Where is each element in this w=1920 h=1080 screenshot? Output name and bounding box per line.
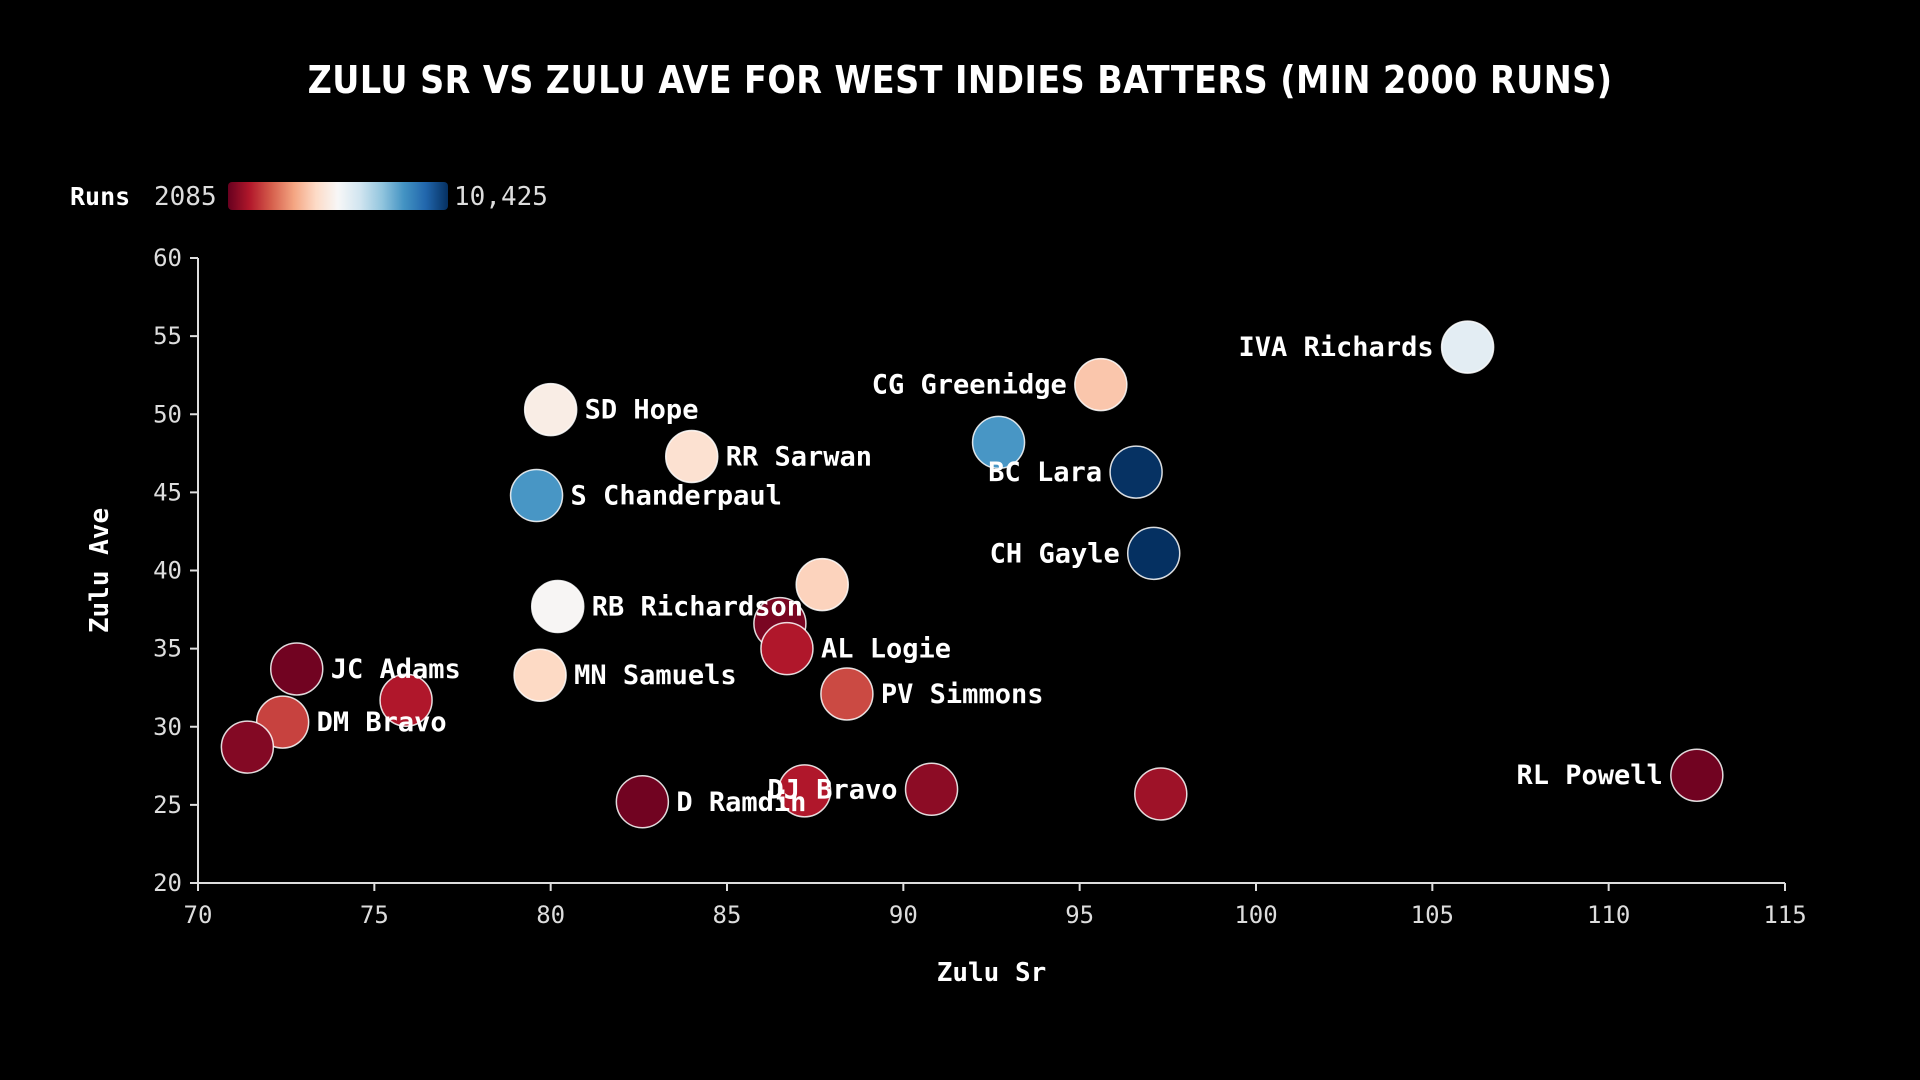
x-tick-label: 90	[889, 901, 918, 929]
point-labels: IVA Richards CG Greenidge SD Hope RR Sarwan…	[317, 332, 1663, 818]
point-label-bc-lara: BC Lara	[988, 457, 1102, 488]
x-tick-label: 100	[1234, 901, 1277, 929]
point-dj-bravo	[904, 762, 959, 816]
point-label-al-logie: AL Logie	[821, 634, 951, 665]
y-tick-label: 35	[153, 635, 182, 663]
x-tick-label: 70	[184, 901, 213, 929]
point-cg-greenidge	[1074, 357, 1128, 412]
legend-color-bar	[228, 182, 448, 210]
point-label-dj-bravo: DJ Bravo	[767, 774, 897, 805]
point-label-sd-hope: SD Hope	[585, 395, 699, 426]
point-ch-gayle	[1126, 526, 1181, 581]
point-unlabeled-7	[777, 764, 832, 818]
x-axis-ticks: 70 75 80 85 90 95 100 105 110 115	[184, 883, 1807, 929]
y-tick-label: 55	[153, 322, 182, 350]
legend-min-label: 2085	[154, 182, 217, 212]
x-tick-label: 95	[1065, 901, 1094, 929]
y-axis-title: Zulu Ave	[85, 508, 115, 633]
point-sd-hope	[523, 382, 578, 437]
y-tick-label: 25	[153, 791, 182, 819]
x-tick-label: 85	[713, 901, 742, 929]
point-unlabeled-2	[795, 557, 849, 612]
y-tick-label: 30	[153, 713, 182, 741]
color-legend: Runs 2085 10,425	[70, 182, 548, 212]
point-unlabeled-1	[971, 415, 1026, 470]
y-tick-label: 40	[153, 557, 182, 585]
point-rb-richardson	[530, 579, 585, 634]
y-tick-label: 45	[153, 478, 182, 506]
x-tick-label: 105	[1411, 901, 1454, 929]
point-label-mn-samuels: MN Samuels	[574, 660, 737, 691]
point-label-s-chanderpaul: S Chanderpaul	[571, 481, 782, 512]
x-tick-label: 110	[1587, 901, 1630, 929]
point-label-dm-bravo: DM Bravo	[317, 707, 447, 738]
point-label-jc-adams: JC Adams	[331, 654, 461, 685]
point-label-pv-simmons: PV Simmons	[881, 679, 1044, 710]
point-unlabeled-4	[379, 673, 433, 727]
x-tick-label: 80	[536, 901, 565, 929]
point-unlabeled-6	[1134, 767, 1188, 821]
y-tick-label: 60	[153, 244, 182, 272]
axes: 70 75 80 85 90 95 100 105 110 115 20 25 30 35 40 45 50 5…	[85, 244, 1807, 988]
x-tick-label: 115	[1763, 901, 1806, 929]
point-label-d-ramdin: D Ramdin	[676, 787, 806, 818]
y-tick-label: 50	[153, 400, 182, 428]
data-points	[220, 320, 1724, 829]
x-axis-title: Zulu Sr	[937, 958, 1047, 988]
point-jc-adams	[269, 642, 324, 696]
point-al-logie	[760, 621, 814, 676]
point-label-rr-sarwan: RR Sarwan	[726, 441, 872, 472]
point-unlabeled-5	[220, 720, 275, 774]
y-axis-ticks: 20 25 30 35 40 45 50 55 60	[153, 244, 198, 897]
point-iva-richards	[1440, 320, 1495, 374]
point-s-chanderpaul	[509, 468, 564, 523]
point-rr-sarwan	[664, 429, 719, 484]
point-label-ch-gayle: CH Gayle	[990, 538, 1120, 569]
point-label-cg-greenidge: CG Greenidge	[872, 370, 1067, 401]
point-bc-lara	[1109, 445, 1163, 499]
y-tick-label: 20	[153, 869, 182, 897]
point-label-rl-powell: RL Powell	[1517, 760, 1663, 791]
chart-title: Zulu SR vs Zulu Ave for West Indies Batt…	[307, 58, 1613, 102]
point-label-rb-richardson: RB Richardson	[592, 591, 803, 622]
legend-title: Runs	[70, 182, 130, 211]
point-mn-samuels	[513, 648, 567, 702]
point-d-ramdin	[615, 775, 670, 829]
point-pv-simmons	[820, 667, 874, 721]
x-tick-label: 75	[360, 901, 389, 929]
legend-max-label: 10,425	[454, 182, 548, 212]
point-label-iva-richards: IVA Richards	[1239, 332, 1434, 363]
point-rl-powell	[1670, 748, 1724, 802]
